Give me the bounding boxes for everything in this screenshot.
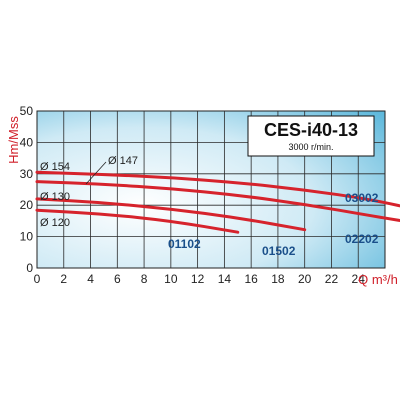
x-tick-label: 12 (191, 272, 205, 286)
y-axis-label: Hm/Mss (6, 116, 21, 164)
y-tick-labels: 0 10 20 30 40 50 (20, 104, 34, 275)
x-tick-label: 10 (164, 272, 178, 286)
x-tick-label: 0 (34, 272, 41, 286)
x-tick-labels: 0 2 4 6 8 10 12 14 16 18 20 22 24 (34, 272, 366, 286)
chart-subtitle: 3000 r/min. (288, 142, 333, 152)
diameter-label-147: Ø 147 (108, 155, 138, 167)
curve-01502 (35, 197, 307, 232)
y-tick-label: 40 (20, 135, 34, 149)
diameter-label-120: Ø 120 (40, 217, 70, 229)
x-tick-label: 18 (271, 272, 285, 286)
diameter-label-130: Ø 130 (40, 191, 70, 203)
y-tick-label: 10 (20, 230, 34, 244)
x-tick-label: 4 (87, 272, 94, 286)
model-label-01502: 01502 (262, 244, 296, 258)
x-tick-label: 24 (352, 272, 366, 286)
diameter-label-154: Ø 154 (40, 161, 70, 173)
x-tick-label: 16 (244, 272, 258, 286)
x-tick-label: 22 (325, 272, 339, 286)
x-tick-label: 20 (298, 272, 312, 286)
model-label-02202: 02202 (345, 232, 379, 246)
x-tick-label: 2 (60, 272, 67, 286)
curve-03002 (35, 170, 400, 208)
x-tick-label: 8 (141, 272, 148, 286)
pump-curves (35, 170, 400, 234)
chart-title: CES-i40-13 (264, 120, 358, 140)
curve-01102 (35, 208, 240, 234)
x-tick-label: 14 (218, 272, 232, 286)
x-axis-label: Q m³/h (358, 272, 398, 287)
x-tick-label: 6 (114, 272, 121, 286)
y-tick-label: 30 (20, 167, 34, 181)
title-box (247, 115, 375, 157)
curve-02202 (35, 180, 400, 223)
y-tick-label: 0 (26, 261, 33, 275)
model-label-01102: 01102 (168, 237, 201, 251)
diameter-pointer-147 (85, 161, 107, 185)
y-tick-label: 50 (20, 104, 34, 118)
model-label-03002: 03002 (345, 191, 379, 205)
y-tick-label: 20 (20, 198, 34, 212)
